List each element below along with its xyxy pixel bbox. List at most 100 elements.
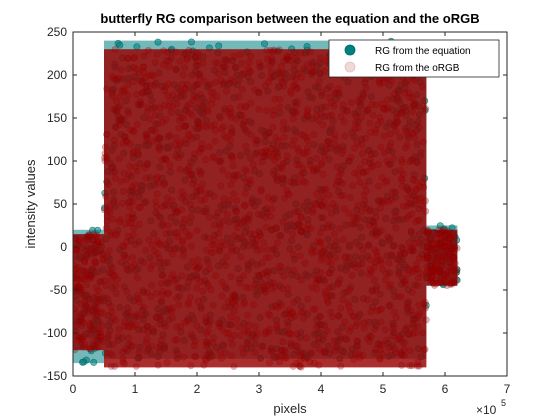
scatter-point <box>359 351 367 359</box>
scatter-point <box>409 129 417 137</box>
scatter-point <box>229 78 237 86</box>
scatter-point <box>245 321 253 329</box>
scatter-point <box>178 188 186 196</box>
scatter-point <box>411 192 419 200</box>
scatter-point <box>357 113 365 121</box>
scatter-point <box>124 54 132 62</box>
scatter-point <box>253 235 261 243</box>
x-axis-exponent-base: ×10 <box>476 403 497 417</box>
scatter-point <box>280 57 288 65</box>
scatter-point <box>234 171 242 179</box>
scatter-point <box>124 213 132 221</box>
scatter-point <box>175 154 183 162</box>
scatter-point <box>232 115 240 123</box>
scatter-point <box>354 342 362 350</box>
scatter-point <box>147 293 155 301</box>
scatter-point <box>117 66 125 74</box>
scatter-point <box>318 88 326 96</box>
scatter-point <box>120 243 128 251</box>
scatter-point <box>220 195 228 203</box>
scatter-point <box>106 349 114 357</box>
scatter-point <box>262 328 270 336</box>
legend-label-equation: RG from the equation <box>375 46 471 57</box>
scatter-point <box>304 105 312 113</box>
scatter-point <box>153 50 161 58</box>
scatter-point <box>319 121 327 129</box>
scatter-point <box>216 114 224 122</box>
scatter-point <box>160 47 168 55</box>
scatter-point <box>173 294 181 302</box>
scatter-point <box>130 261 138 269</box>
scatter-point <box>319 192 327 200</box>
scatter-point <box>407 306 415 314</box>
scatter-point <box>408 94 416 102</box>
scatter-point <box>210 192 218 200</box>
scatter-point <box>314 237 322 245</box>
scatter-point <box>325 269 333 277</box>
scatter-point <box>408 288 416 296</box>
scatter-point <box>83 236 91 244</box>
scatter-point <box>262 254 270 262</box>
scatter-point <box>77 276 85 284</box>
scatter-point <box>193 57 201 65</box>
scatter-point <box>411 77 419 85</box>
scatter-point <box>111 231 119 239</box>
scatter-point <box>119 355 127 363</box>
scatter-point <box>414 282 422 290</box>
scatter-point <box>262 223 270 231</box>
scatter-point <box>309 206 317 214</box>
scatter-point <box>188 257 196 265</box>
scatter-point <box>199 180 207 188</box>
scatter-point <box>317 54 325 62</box>
scatter-point <box>77 336 85 344</box>
scatter-point <box>297 363 305 371</box>
scatter-point <box>268 285 276 293</box>
y-tick-label: 250 <box>47 25 67 39</box>
scatter-point <box>407 227 415 235</box>
scatter-point <box>106 247 114 255</box>
scatter-point <box>73 272 80 280</box>
scatter-point <box>152 203 160 211</box>
scatter-point <box>354 124 362 132</box>
scatter-point <box>86 272 94 280</box>
scatter-point <box>316 238 324 246</box>
scatter-point <box>332 344 340 352</box>
scatter-point <box>383 105 391 113</box>
scatter-point <box>229 175 237 183</box>
scatter-point <box>275 262 283 270</box>
scatter-point <box>304 295 312 303</box>
scatter-point <box>239 86 247 94</box>
scatter-point <box>80 358 88 366</box>
scatter-point <box>276 103 284 111</box>
scatter-point <box>292 109 300 117</box>
scatter-point <box>387 281 395 289</box>
scatter-point <box>378 199 386 207</box>
scatter-point <box>88 325 96 333</box>
scatter-point <box>263 281 271 289</box>
scatter-point <box>157 336 165 344</box>
scatter-point <box>386 301 394 309</box>
scatter-point <box>138 79 146 87</box>
scatter-point <box>299 65 307 73</box>
scatter-point <box>245 58 253 66</box>
scatter-point <box>174 229 182 237</box>
scatter-point <box>253 247 261 255</box>
scatter-point <box>294 144 302 152</box>
scatter-point <box>121 360 129 368</box>
y-tick-label: -150 <box>43 369 67 383</box>
scatter-point <box>143 108 151 116</box>
scatter-point <box>83 236 91 244</box>
scatter-point <box>216 348 224 356</box>
scatter-point <box>167 108 175 116</box>
scatter-point <box>331 242 339 250</box>
scatter-point <box>336 225 344 233</box>
scatter-point <box>146 71 154 79</box>
scatter-point <box>323 297 331 305</box>
scatter-point <box>178 238 186 246</box>
scatter-point <box>148 71 156 79</box>
x-tick-label: 6 <box>442 382 449 396</box>
scatter-point <box>146 115 154 123</box>
scatter-point <box>78 274 86 282</box>
scatter-point <box>214 70 222 78</box>
scatter-point <box>134 149 142 157</box>
